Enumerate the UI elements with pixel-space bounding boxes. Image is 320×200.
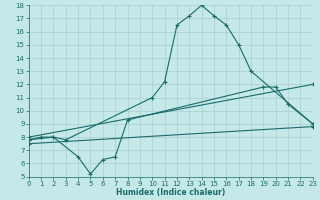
X-axis label: Humidex (Indice chaleur): Humidex (Indice chaleur) bbox=[116, 188, 225, 197]
